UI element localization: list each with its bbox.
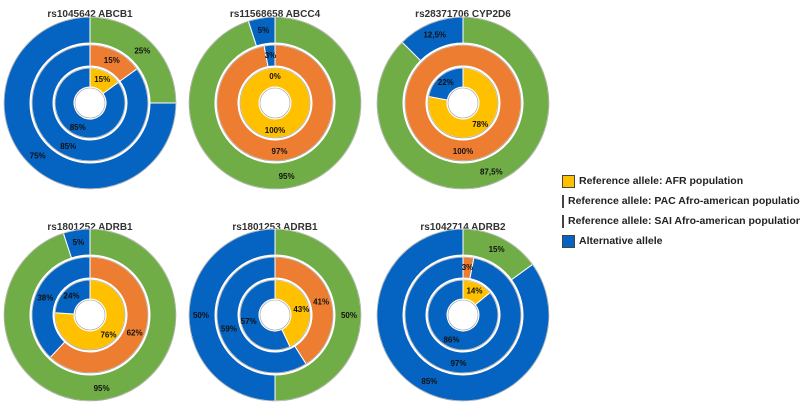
inner-ring-outline [54, 279, 126, 351]
legend-item-sai: Reference allele: SAI Afro-american popu… [562, 212, 800, 230]
inner-ring-alternative-label: 57% [241, 317, 257, 326]
outer-ring-outline [376, 16, 550, 190]
outer-ring-outline [376, 228, 550, 402]
inner-ring-alternative-label: 86% [443, 335, 459, 344]
outer-ring-outline [188, 16, 362, 190]
legend-label-pac: Reference allele: PAC Afro-american popu… [568, 195, 800, 207]
donut-center-hole [259, 87, 291, 119]
middle-ring-reference-label: 3% [462, 263, 474, 272]
legend-label-alt: Alternative allele [579, 235, 663, 247]
outer-ring-reference-label: 50% [341, 311, 357, 320]
middle-ring-alternative-label: 85% [60, 142, 76, 151]
outer-ring-reference-label: 95% [279, 172, 295, 181]
outer-ring-alternative-label: 12,5% [423, 31, 446, 40]
middle-ring-outline [216, 44, 334, 162]
inner-ring-alternative-label: 24% [64, 291, 80, 300]
inner-ring-reference-label: 76% [100, 331, 116, 340]
inner-ring-outline [427, 67, 499, 139]
chart-title: rs1801252 ADRB1 [47, 222, 133, 233]
legend-swatch-pac [562, 194, 564, 208]
legend-label-sai: Reference allele: SAI Afro-american popu… [568, 215, 800, 227]
inner-ring-alternative-label: 0% [269, 72, 281, 81]
inner-ring-alternative-label: 22% [438, 78, 454, 87]
inner-ring-reference-label: 100% [265, 126, 285, 135]
middle-ring-reference-label: 62% [127, 329, 143, 338]
donut-center-hole [74, 87, 106, 119]
donut-chart-1: rs1045642 ABCB1 25% 75% 15% 85% 15% 85% [3, 9, 177, 190]
donut-chart-3: rs28371706 CYP2D6 87,5% 12,5% 100% 78% 22% [376, 9, 550, 190]
outer-ring-alternative-label: 5% [258, 26, 270, 35]
chart-title: rs11568658 ABCC4 [230, 9, 321, 20]
middle-ring-outline [216, 256, 334, 374]
legend-swatch-afr [562, 174, 575, 188]
donut-center-hole [74, 299, 106, 331]
outer-ring-outline [3, 228, 177, 402]
outer-ring-reference-label: 15% [489, 245, 505, 254]
middle-ring-reference-label: 41% [313, 298, 329, 307]
inner-ring-reference-label: 43% [293, 305, 309, 314]
legend-item-pac: Reference allele: PAC Afro-american popu… [562, 192, 800, 210]
outer-ring-reference-label: 25% [134, 47, 150, 56]
outer-ring-outline [188, 228, 362, 402]
inner-ring-alternative-label: 85% [70, 123, 86, 132]
inner-ring-reference-label: 15% [94, 75, 110, 84]
legend-swatch-alt [562, 234, 575, 248]
outer-ring-alternative-label: 85% [421, 377, 437, 386]
chart-title: rs1801253 ADRB1 [232, 222, 318, 233]
inner-ring-outline [239, 67, 311, 139]
inner-ring-reference-label: 14% [466, 287, 482, 296]
middle-ring-reference-label: 15% [104, 56, 120, 65]
legend-item-afr: Reference allele: AFR population [562, 172, 798, 190]
donut-chart-5: rs1801253 ADRB1 50% 50% 41% 59% 43% 57% [188, 222, 362, 402]
legend-swatch-sai [562, 214, 564, 228]
legend-item-alt: Alternative allele [562, 232, 798, 250]
middle-ring-alternative-label: 59% [221, 324, 237, 333]
inner-ring-outline [427, 279, 499, 351]
donut-chart-2: rs11568658 ABCC4 95% 5% 97% 3% 100% 0% [188, 9, 362, 190]
outer-ring-alternative-label: 5% [73, 238, 85, 247]
chart-title: rs1042714 ADRB2 [420, 222, 506, 233]
inner-ring-outline [239, 279, 311, 351]
middle-ring-alternative-label: 3% [265, 51, 277, 60]
chart-title: rs1045642 ABCB1 [47, 9, 133, 20]
donut-center-hole [447, 299, 479, 331]
middle-ring-outline [404, 44, 522, 162]
outer-ring-alternative-label: 75% [30, 151, 46, 160]
middle-ring-outline [404, 256, 522, 374]
outer-ring-reference-label: 95% [94, 384, 110, 393]
inner-ring-outline [54, 67, 126, 139]
middle-ring-alternative-label: 38% [37, 293, 53, 302]
donut-center-hole [259, 299, 291, 331]
outer-ring-outline [3, 16, 177, 190]
middle-ring-outline [31, 44, 149, 162]
legend-label-afr: Reference allele: AFR population [579, 175, 744, 187]
middle-ring-alternative-label: 97% [450, 359, 466, 368]
donut-center-hole [447, 87, 479, 119]
inner-ring-reference-label: 78% [472, 120, 488, 129]
middle-ring-reference-label: 97% [272, 147, 288, 156]
donut-chart-6: rs1042714 ADRB2 15% 85% 3% 97% 14% 86% [376, 222, 550, 402]
outer-ring-alternative-label: 50% [193, 311, 209, 320]
middle-ring-reference-label: 100% [453, 147, 473, 156]
outer-ring-reference-label: 87,5% [480, 167, 503, 176]
middle-ring-outline [31, 256, 149, 374]
chart-legend: Reference allele: AFR population Referen… [562, 172, 800, 252]
donut-chart-4: rs1801252 ADRB1 95% 5% 62% 38% 76% 24% [3, 222, 177, 402]
chart-title: rs28371706 CYP2D6 [415, 9, 511, 20]
